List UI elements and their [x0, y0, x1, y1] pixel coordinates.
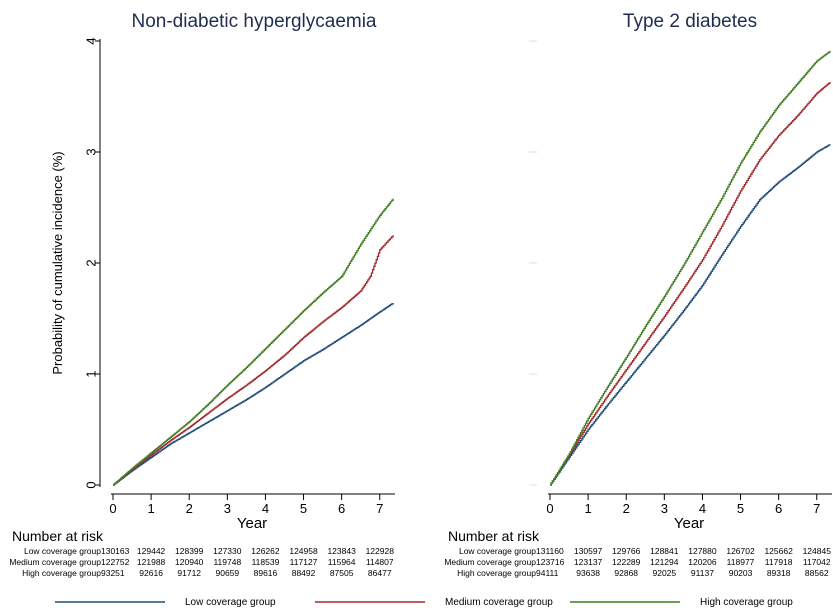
risk-row-value: 131160 — [536, 546, 564, 556]
risk-row-value: 122928 — [366, 546, 395, 556]
risk-row-value: 89616 — [254, 568, 278, 578]
risk-row-value: 122752 — [101, 557, 130, 567]
risk-row-value: 93251 — [101, 568, 125, 578]
y-axis-title: Probability of cumulative incidence (%) — [50, 151, 65, 374]
risk-row-value: 122289 — [612, 557, 641, 567]
risk-row-value: 124958 — [289, 546, 318, 556]
curve-medium-coverage-group — [550, 82, 831, 486]
x-tick-label: 6 — [338, 501, 345, 516]
curve-high-coverage-group — [113, 198, 394, 486]
risk-row-value: 121988 — [137, 557, 166, 567]
risk-row-value: 88562 — [805, 568, 829, 578]
legend-label: Medium coverage group — [445, 597, 553, 608]
chart-panel-1: Non-diabetic hyperglycaemia 0 1 2 3 4 5 6 7 Year 0… — [9, 11, 395, 578]
y-tick-label: 2 — [84, 259, 99, 266]
risk-row-value: 90203 — [729, 568, 753, 578]
risk-row-value: 88492 — [292, 568, 316, 578]
legend: Low coverage group Medium coverage group H… — [55, 597, 793, 608]
risk-row-label: High coverage group — [457, 568, 536, 578]
risk-row-value: 92868 — [614, 568, 638, 578]
curve-high-coverage-group — [550, 51, 831, 486]
risk-row-value: 92616 — [139, 568, 163, 578]
risk-row-value: 90659 — [216, 568, 240, 578]
x-tick-label: 3 — [224, 501, 231, 516]
risk-row-value: 87505 — [330, 568, 354, 578]
risk-row-value: 130597 — [574, 546, 603, 556]
risk-row-label: Low coverage group — [459, 546, 536, 556]
risk-row-value: 89318 — [767, 568, 791, 578]
risk-row-label: Low coverage group — [24, 546, 101, 556]
x-tick-label: 5 — [300, 501, 307, 516]
x-tick-label: 2 — [623, 501, 630, 516]
risk-row-value: 128841 — [650, 546, 679, 556]
x-tick-label: 2 — [186, 501, 193, 516]
risk-row-value: 86477 — [368, 568, 392, 578]
x-tick-label: 7 — [813, 501, 820, 516]
risk-row-value: 124845 — [803, 546, 832, 556]
x-axis-title: Year — [674, 515, 704, 532]
risk-row-value: 94111 — [536, 568, 559, 578]
risk-row-value: 120206 — [688, 557, 717, 567]
risk-row-value: 128399 — [175, 546, 204, 556]
risk-row-value: 120940 — [175, 557, 204, 567]
risk-row-value: 118539 — [252, 557, 280, 567]
chart-title: Non-diabetic hyperglycaemia — [131, 11, 376, 32]
risk-row-value: 115964 — [328, 557, 356, 567]
x-axis-title: Year — [237, 515, 267, 532]
risk-row-value: 114807 — [366, 557, 394, 567]
risk-row-value: 129442 — [137, 546, 166, 556]
curve-low-coverage-group — [550, 144, 831, 486]
x-tick-label: 6 — [775, 501, 782, 516]
risk-row-value: 119748 — [213, 557, 241, 567]
curve-medium-coverage-group — [113, 235, 394, 486]
risk-row-value: 117042 — [803, 557, 831, 567]
risk-row-value: 117127 — [290, 557, 318, 567]
risk-row-value: 93638 — [576, 568, 600, 578]
y-tick-label: 4 — [84, 37, 99, 44]
risk-row-value: 118977 — [727, 557, 755, 567]
risk-row-label: Medium coverage group — [444, 557, 536, 567]
legend-label: Low coverage group — [185, 597, 276, 608]
number-at-risk-header: Number at risk — [12, 528, 104, 544]
x-tick-label: 1 — [147, 501, 154, 516]
risk-row-value: 126702 — [726, 546, 755, 556]
risk-row-value: 123716 — [536, 557, 565, 567]
risk-row-value: 129766 — [612, 546, 641, 556]
x-tick-label: 7 — [376, 501, 383, 516]
chart-panel-2: Type 2 diabetes 0 1 2 3 4 5 6 7 Year Number at ris… — [444, 11, 832, 578]
risk-row-value: 123137 — [574, 557, 603, 567]
y-tick-label: 0 — [84, 481, 99, 488]
x-tick-label: 4 — [262, 501, 269, 516]
y-tick-label: 1 — [84, 370, 99, 377]
risk-row-value: 91712 — [177, 568, 201, 578]
risk-row-value: 123843 — [327, 546, 356, 556]
x-tick-label: 1 — [584, 501, 591, 516]
risk-row-value: 126262 — [251, 546, 280, 556]
x-tick-label: 0 — [546, 501, 553, 516]
risk-row-value: 125662 — [764, 546, 793, 556]
risk-row-value: 121294 — [650, 557, 679, 567]
risk-row-value: 127330 — [213, 546, 242, 556]
risk-row-value: 117918 — [765, 557, 793, 567]
risk-row-value: 91137 — [691, 568, 714, 578]
risk-row-label: High coverage group — [22, 568, 101, 578]
y-tick-label: 3 — [84, 148, 99, 155]
risk-row-value: 127880 — [688, 546, 717, 556]
x-tick-label: 4 — [699, 501, 706, 516]
x-tick-label: 5 — [737, 501, 744, 516]
number-at-risk-header: Number at risk — [448, 528, 540, 544]
risk-row-value: 92025 — [653, 568, 677, 578]
x-tick-label: 3 — [661, 501, 668, 516]
x-tick-label: 0 — [109, 501, 116, 516]
risk-row-label: Medium coverage group — [9, 557, 101, 567]
curve-low-coverage-group — [113, 303, 394, 486]
risk-row-value: 130163 — [101, 546, 130, 556]
legend-label: High coverage group — [700, 597, 793, 608]
chart-title: Type 2 diabetes — [623, 11, 757, 32]
